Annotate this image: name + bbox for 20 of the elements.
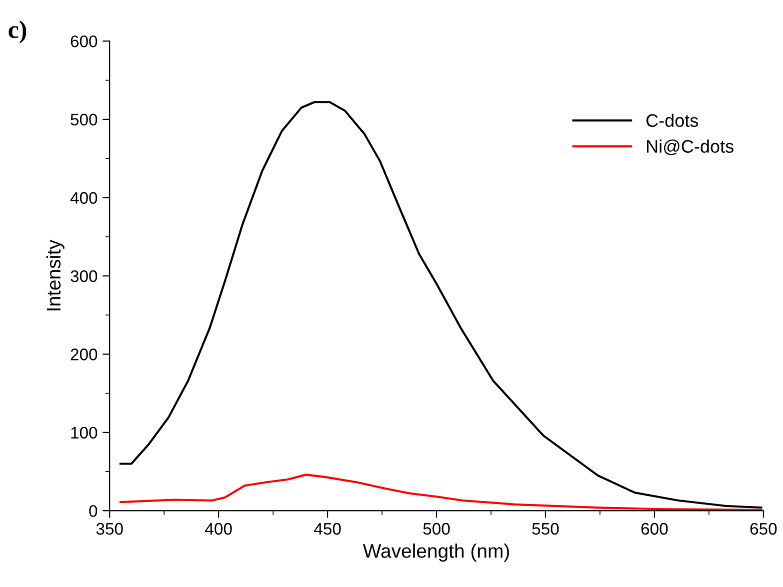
x-tick-label: 450 (314, 522, 341, 535)
x-tick-label: 650 (750, 522, 777, 535)
y-tick-label: 500 (70, 114, 98, 126)
y-tick-label: 100 (71, 426, 98, 439)
y-tick-label: 200 (70, 348, 98, 360)
x-axis-title: Wavelength (nm) (362, 544, 509, 562)
y-tick-label: 0 (89, 505, 98, 517)
x-tick-label: 550 (532, 522, 559, 535)
x-tick-label: 400 (205, 522, 232, 535)
x-tick-label: 350 (96, 522, 123, 535)
y-tick-label: 300 (70, 270, 98, 282)
legend-label: C-dots (646, 114, 698, 127)
y-tick-label: 400 (70, 192, 98, 204)
x-tick-label: 600 (641, 522, 668, 535)
line-series (119, 474, 762, 511)
x-tick-label: 500 (423, 522, 450, 535)
y-axis-title: Intensity (46, 240, 64, 310)
y-tick-label: 600 (70, 35, 98, 48)
legend-label: Ni@C-dots (647, 140, 734, 156)
text: c) (8, 20, 26, 44)
